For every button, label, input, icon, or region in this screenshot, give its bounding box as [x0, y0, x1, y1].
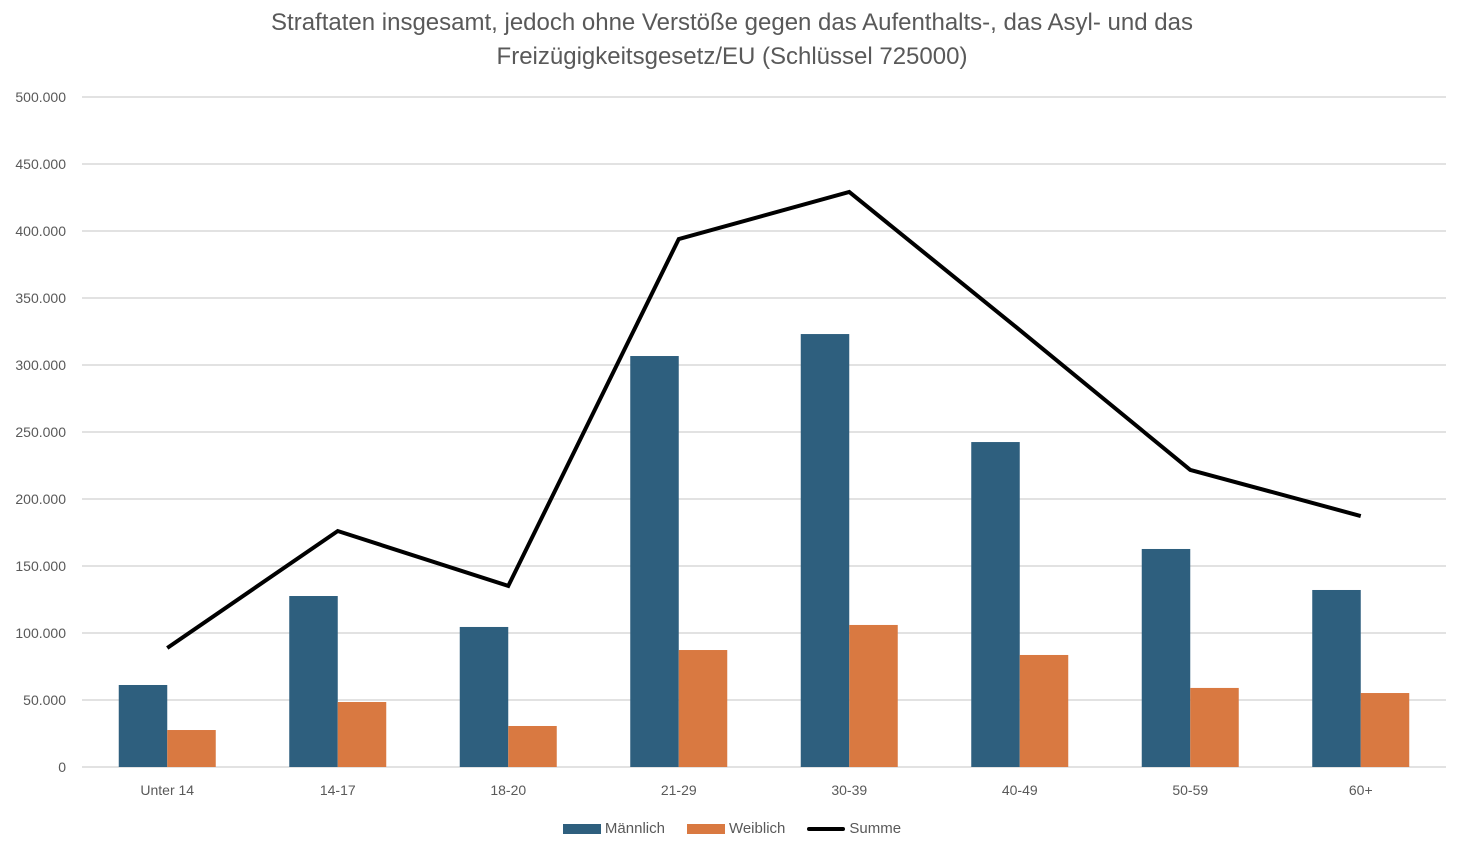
x-tick-label: 50-59 — [1172, 782, 1208, 798]
chart-title: Straftaten insgesamt, jedoch ohne Verstö… — [0, 6, 1464, 74]
legend-swatch-weiblich — [686, 823, 725, 834]
chart-title-line-1: Straftaten insgesamt, jedoch ohne Verstö… — [271, 9, 1193, 36]
y-tick-label: 150.000 — [15, 558, 66, 574]
y-tick-label: 100.000 — [15, 625, 66, 641]
y-tick-label: 450.000 — [15, 156, 66, 172]
bar-weiblich — [678, 650, 728, 767]
bar-maennlich — [800, 334, 850, 767]
bar-weiblich — [167, 730, 216, 767]
x-tick-label: 60+ — [1349, 782, 1373, 798]
y-tick-label: 200.000 — [15, 491, 66, 507]
legend-item-summe: Summe — [807, 820, 901, 837]
x-tick-label: Unter 14 — [140, 782, 194, 798]
x-tick-label: 18-20 — [490, 782, 526, 798]
chart-legend: Männlich Weiblich Summe — [0, 820, 1464, 837]
bar-weiblich — [849, 624, 898, 767]
line-summe — [166, 189, 1362, 650]
bar-weiblich — [337, 702, 387, 767]
bar-maennlich — [459, 626, 509, 767]
legend-label-summe: Summe — [849, 820, 902, 837]
legend-item-weiblich: Weiblich — [686, 820, 786, 837]
legend-item-maennlich: Männlich — [562, 820, 665, 837]
legend-swatch-summe — [807, 826, 846, 831]
bar-weiblich — [1360, 693, 1410, 767]
y-tick-label: 300.000 — [15, 357, 66, 373]
x-tick-label: 14-17 — [320, 782, 356, 798]
x-tick-label: 30-39 — [831, 782, 867, 798]
bar-maennlich — [1141, 548, 1191, 767]
bar-maennlich — [118, 684, 168, 767]
y-tick-label: 50.000 — [23, 692, 66, 708]
bar-maennlich — [289, 596, 338, 767]
x-tick-label: 21-29 — [661, 782, 697, 798]
bar-maennlich — [1312, 589, 1361, 767]
bar-maennlich — [630, 356, 679, 767]
legend-label-maennlich: Männlich — [604, 820, 665, 837]
bar-maennlich — [971, 442, 1020, 767]
bar-weiblich — [1019, 654, 1069, 767]
y-tick-label: 500.000 — [15, 89, 66, 105]
y-tick-label: 400.000 — [15, 223, 66, 239]
chart-title-line-2: Freizügigkeitsgesetz/EU (Schlüssel 72500… — [496, 43, 968, 70]
y-tick-label: 250.000 — [15, 424, 66, 440]
y-tick-label: 350.000 — [15, 290, 66, 306]
legend-label-weiblich: Weiblich — [728, 820, 786, 837]
bar-weiblich — [508, 725, 557, 767]
x-tick-label: 40-49 — [1002, 782, 1038, 798]
y-tick-label: 0 — [58, 759, 66, 775]
legend-swatch-maennlich — [562, 823, 601, 834]
bar-weiblich — [1190, 687, 1239, 767]
